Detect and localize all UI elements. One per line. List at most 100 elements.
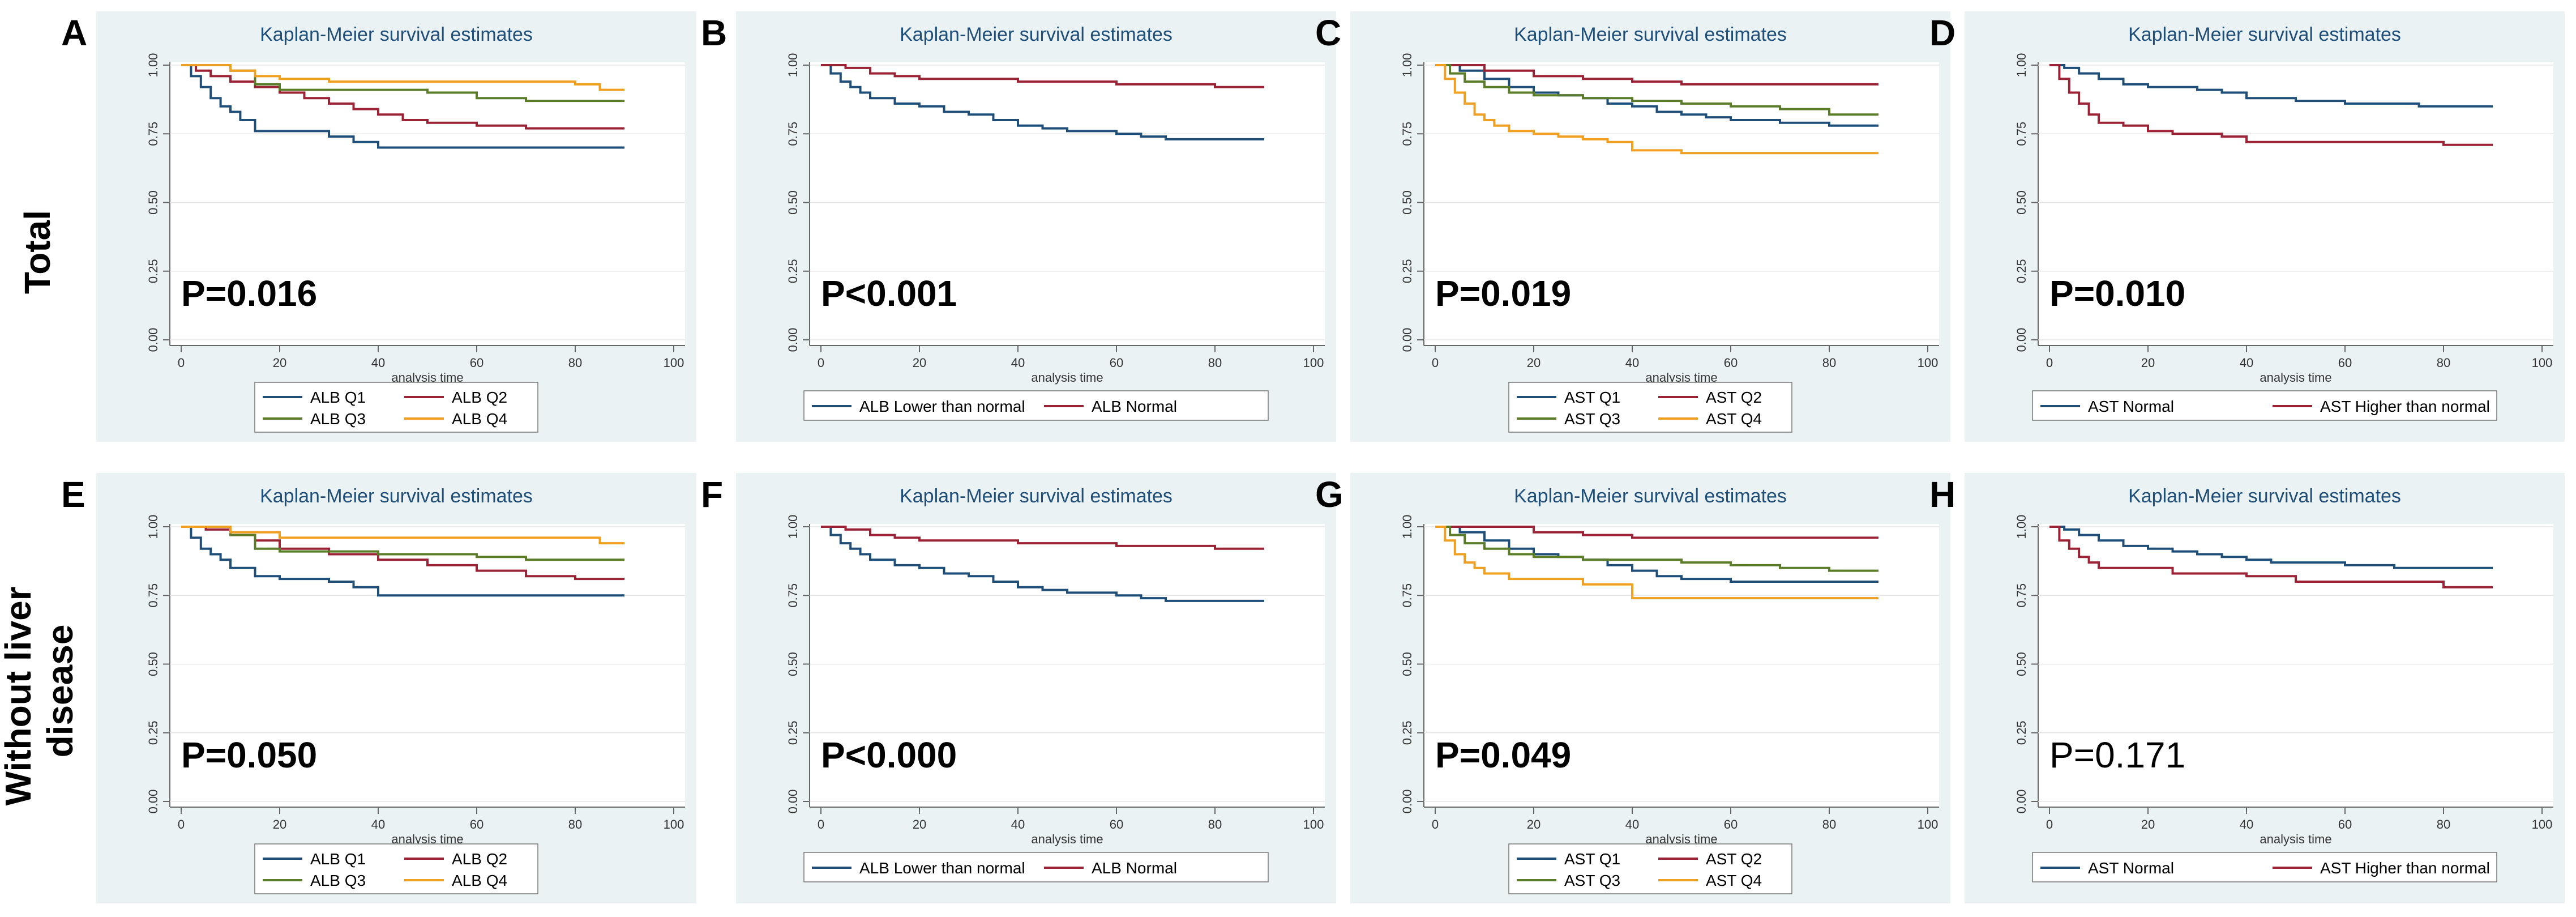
p-value: P<0.000	[821, 735, 957, 775]
y-tick-label: 0.00	[786, 790, 800, 814]
y-tick-label: 0.75	[786, 583, 800, 608]
legend-label: AST Q1	[1564, 850, 1620, 868]
x-axis-title: analysis time	[1031, 370, 1103, 385]
panel-letter: F	[701, 474, 723, 515]
km-curve-alb-q4	[181, 526, 624, 545]
y-tick-label: 0.25	[1400, 720, 1414, 745]
panel-e: E Kaplan-Meier survival estimates 0.00 0.25…	[61, 473, 696, 903]
y-tick-label: 1.00	[1400, 515, 1414, 539]
p-value: P=0.171	[2049, 735, 2185, 775]
x-tick-label: 0	[2046, 817, 2053, 831]
y-tick-label: 1.00	[786, 515, 800, 539]
x-axis-title: analysis time	[2260, 370, 2331, 385]
x-tick-label: 80	[1208, 356, 1222, 370]
x-tick-label: 40	[1011, 356, 1025, 370]
p-value: P=0.050	[181, 735, 317, 775]
legend-box	[254, 843, 538, 894]
y-tick-label: 0.75	[146, 583, 160, 608]
x-tick-label: 20	[2141, 817, 2155, 831]
y-tick-label: 0.25	[786, 720, 800, 745]
p-value: P=0.049	[1435, 735, 1571, 775]
plot-title: Kaplan-Meier survival estimates	[260, 24, 533, 45]
legend-label: AST Q2	[1706, 389, 1762, 406]
x-tick-label: 100	[1918, 356, 1939, 370]
x-tick-label: 80	[2437, 356, 2450, 370]
x-tick-label: 100	[1303, 817, 1324, 831]
y-tick-label: 1.00	[2014, 515, 2029, 539]
km-curve-alb-q2	[181, 64, 624, 130]
legend-label: AST Normal	[2088, 859, 2174, 877]
p-value: P=0.019	[1435, 273, 1571, 314]
x-tick-label: 60	[470, 817, 483, 831]
km-curve-alb-q4	[181, 64, 624, 91]
legend: ALB Q1 ALB Q2 ALB Q3 ALB Q4	[254, 843, 538, 894]
legend: AST Normal AST Higher than normal	[2032, 852, 2497, 882]
plot-area	[2038, 62, 2553, 346]
plot-title: Kaplan-Meier survival estimates	[1514, 485, 1787, 507]
y-tick-label: 0.75	[1400, 583, 1414, 608]
y-tick-label: 0.50	[1400, 190, 1414, 215]
y-tick-label: 0.75	[2014, 122, 2029, 146]
x-tick-label: 80	[568, 817, 582, 831]
km-curve-ast-q1	[1435, 64, 1878, 127]
panel-c: C Kaplan-Meier survival estimates 0.00 0.25…	[1315, 11, 1950, 442]
x-tick-label: 100	[1303, 356, 1324, 370]
x-tick-label: 60	[470, 356, 483, 370]
legend-label: AST Normal	[2088, 398, 2174, 415]
plot-area	[170, 62, 685, 346]
y-tick-label: 0.25	[786, 259, 800, 283]
y-tick-label: 1.00	[1400, 53, 1414, 78]
x-tick-label: 20	[273, 817, 286, 831]
legend-label: ALB Q2	[452, 389, 507, 406]
km-curve-alb-q1	[181, 526, 624, 597]
panel-letter: E	[61, 474, 85, 515]
legend-label: AST Q3	[1564, 872, 1620, 889]
panel-d: D Kaplan-Meier survival estimates 0.00 0.25…	[1929, 11, 2565, 442]
x-tick-label: 0	[178, 817, 185, 831]
y-tick-label: 1.00	[146, 515, 160, 539]
legend-label: ALB Q2	[452, 850, 507, 868]
km-curve-ast-q4	[1435, 526, 1878, 600]
x-tick-label: 20	[1527, 817, 1541, 831]
plot-title: Kaplan-Meier survival estimates	[2128, 24, 2401, 45]
panel-f: F Kaplan-Meier survival estimates 0.00 0.25…	[701, 473, 1336, 903]
x-tick-label: 20	[1527, 356, 1541, 370]
panel-letter: D	[1929, 12, 1955, 53]
legend-box	[2032, 852, 2497, 882]
y-tick-label: 0.75	[1400, 122, 1414, 146]
y-tick-label: 0.50	[2014, 190, 2029, 215]
y-tick-label: 0.25	[2014, 259, 2029, 283]
panel-g: G Kaplan-Meier survival estimates 0.00 0.25…	[1315, 473, 1950, 903]
x-tick-label: 60	[1110, 817, 1123, 831]
x-tick-label: 60	[2338, 817, 2352, 831]
legend: AST Q1 AST Q2 AST Q3 AST Q4	[1508, 843, 1792, 894]
km-curve-ast-normal	[2049, 64, 2493, 108]
legend-label: AST Q3	[1564, 410, 1620, 428]
plot-title: Kaplan-Meier survival estimates	[2128, 485, 2401, 507]
plot-area	[2038, 524, 2553, 807]
legend-label: AST Q4	[1706, 872, 1762, 889]
legend-label: ALB Lower than normal	[859, 859, 1025, 877]
y-tick-label: 0.50	[786, 652, 800, 676]
y-tick-label: 0.00	[1400, 328, 1414, 352]
y-tick-label: 0.50	[146, 190, 160, 215]
km-curve-ast-q2	[1435, 526, 1878, 539]
legend-box	[254, 382, 538, 433]
x-tick-label: 100	[2532, 356, 2553, 370]
km-curve-ast-q2	[1435, 64, 1878, 86]
panel-a: A Kaplan-Meier survival estimates 0.00 0.25…	[61, 11, 696, 442]
y-tick-label: 0.00	[1400, 790, 1414, 814]
x-tick-label: 40	[371, 817, 385, 831]
x-tick-label: 100	[664, 817, 684, 831]
legend-label: ALB Lower than normal	[859, 398, 1025, 415]
legend-label: ALB Q1	[310, 389, 366, 406]
x-tick-label: 80	[1822, 356, 1836, 370]
row-label-without-liver-disease: Without liver disease	[0, 577, 80, 806]
y-tick-label: 0.00	[2014, 328, 2029, 352]
x-tick-label: 0	[178, 356, 185, 370]
km-curve-ast-higher-than-normal	[2049, 64, 2493, 146]
y-tick-label: 0.00	[146, 790, 160, 814]
legend-label: AST Q2	[1706, 850, 1762, 868]
plot-area	[1424, 62, 1939, 346]
